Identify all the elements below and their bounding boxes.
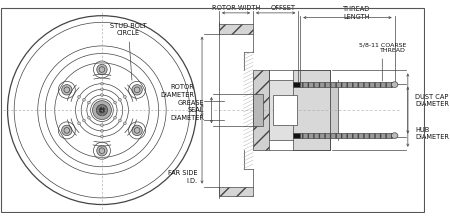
Bar	[292, 82, 300, 87]
Text: DUST CAP
DIAMETER: DUST CAP DIAMETER	[415, 94, 450, 107]
Bar	[300, 82, 392, 87]
Bar	[292, 133, 300, 138]
Circle shape	[100, 82, 104, 85]
Bar	[300, 133, 392, 138]
Circle shape	[118, 98, 122, 101]
Circle shape	[87, 101, 90, 104]
Circle shape	[100, 135, 104, 138]
Circle shape	[96, 104, 108, 116]
Bar	[219, 187, 253, 196]
Circle shape	[123, 95, 126, 98]
Text: STUD BOLT
CIRCLE: STUD BOLT CIRCLE	[110, 23, 147, 80]
Text: ROTOR WIDTH: ROTOR WIDTH	[212, 5, 260, 11]
Bar	[330, 84, 338, 136]
Circle shape	[113, 101, 117, 104]
Ellipse shape	[392, 133, 398, 138]
Circle shape	[100, 94, 104, 96]
Circle shape	[93, 101, 112, 119]
Circle shape	[78, 122, 81, 125]
Circle shape	[99, 107, 105, 113]
Text: 5/8-11 COARSE
THREAD: 5/8-11 COARSE THREAD	[359, 42, 406, 81]
Circle shape	[62, 125, 72, 136]
Ellipse shape	[392, 82, 398, 87]
Circle shape	[100, 129, 104, 132]
Circle shape	[97, 64, 107, 75]
Bar	[269, 80, 330, 140]
Bar	[253, 94, 263, 126]
Text: ROTOR
DIAMETER: ROTOR DIAMETER	[161, 85, 194, 98]
Text: THREAD
LENGTH: THREAD LENGTH	[343, 6, 370, 20]
Circle shape	[82, 98, 86, 101]
Circle shape	[82, 119, 86, 122]
Circle shape	[123, 122, 126, 125]
Circle shape	[132, 125, 142, 136]
Circle shape	[87, 116, 90, 119]
Text: FAR SIDE
I.D.: FAR SIDE I.D.	[168, 170, 197, 184]
Circle shape	[118, 119, 122, 122]
Bar	[292, 70, 330, 150]
Text: GREASE
SEAL
DIAMETER: GREASE SEAL DIAMETER	[170, 100, 204, 121]
Circle shape	[78, 95, 81, 98]
Text: OFFSET: OFFSET	[271, 5, 296, 11]
Bar	[219, 24, 253, 34]
Bar	[253, 70, 269, 150]
Circle shape	[132, 85, 142, 95]
Text: HUB
DIAMETER: HUB DIAMETER	[415, 127, 450, 140]
Circle shape	[100, 88, 104, 91]
Bar	[273, 95, 297, 125]
Circle shape	[100, 124, 104, 127]
Circle shape	[97, 146, 107, 156]
Circle shape	[62, 85, 72, 95]
Circle shape	[113, 116, 117, 119]
